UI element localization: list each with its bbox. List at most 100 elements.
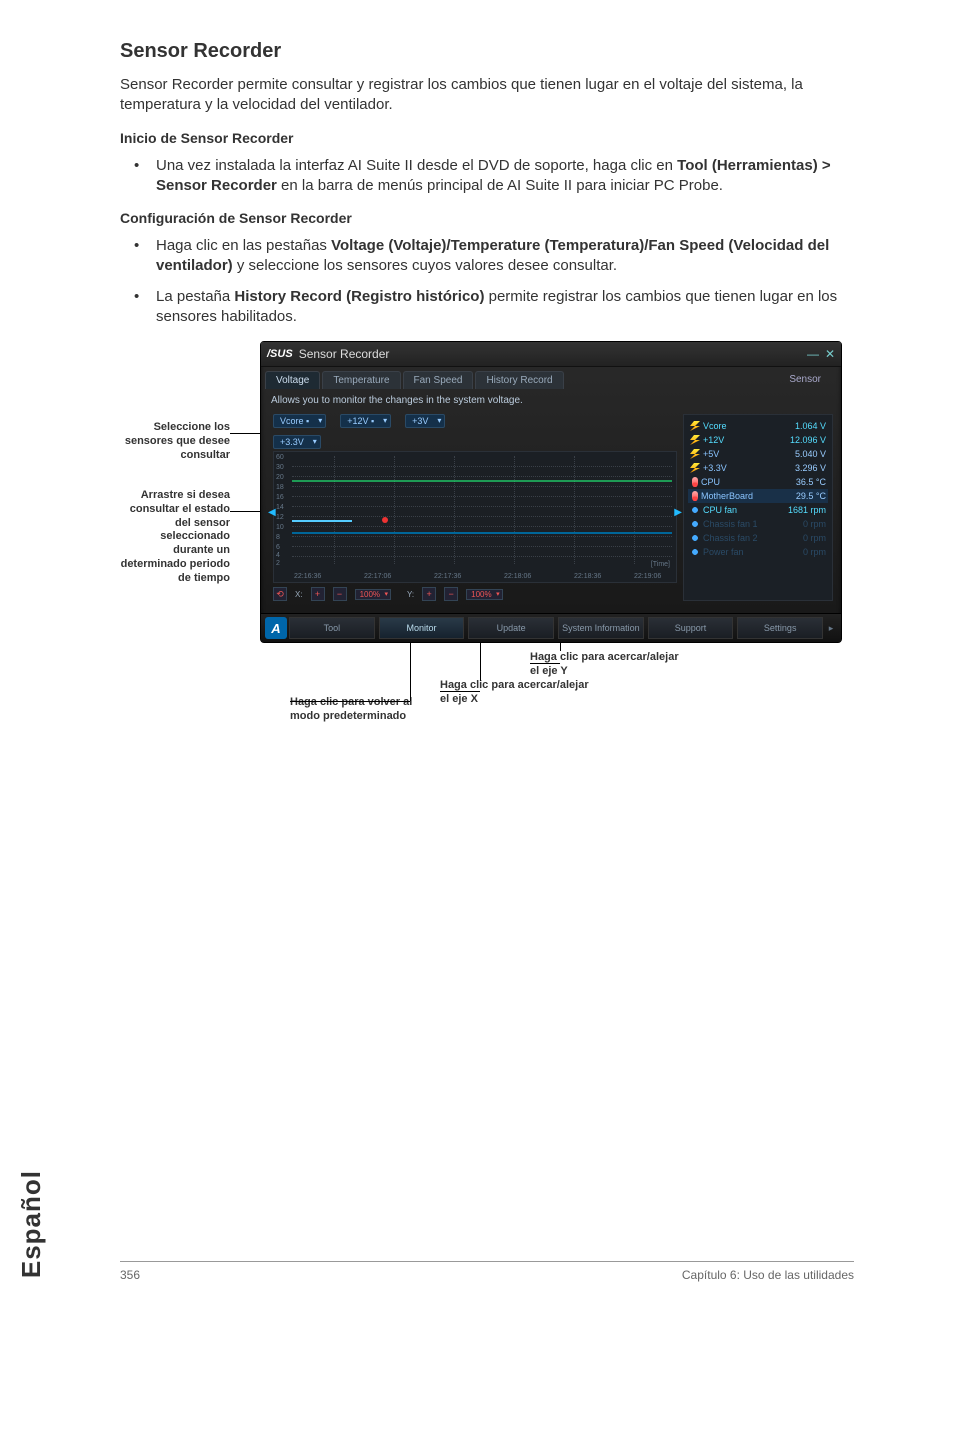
subhead-config: Configuración de Sensor Recorder — [120, 210, 854, 226]
callout-zoom-y: Haga clic para acercar/alejar el eje Y — [530, 651, 690, 679]
y-tick: 14 — [276, 504, 284, 511]
chart-series-line — [292, 532, 672, 534]
toolbar-monitor-button[interactable]: Monitor — [379, 617, 465, 639]
sensor-row[interactable]: +3.3V3.296 V — [688, 461, 828, 475]
sensor-value: 29.5 °C — [796, 491, 826, 501]
sensor-list: Vcore1.064 V+12V12.096 V+5V5.040 V+3.3V3… — [683, 414, 833, 601]
bullet-b-bold: History Record (Registro histórico) — [234, 288, 484, 305]
callout-select-sensors: Seleccione los sensores que desee consul… — [120, 421, 230, 462]
sensor-row[interactable]: CPU36.5 °C — [688, 475, 828, 489]
sensor-panel-label: Sensor — [789, 374, 821, 385]
chart-scroll-left-icon[interactable]: ◀ — [268, 507, 276, 518]
fan-icon — [690, 547, 700, 557]
brand-logo: /SUS — [267, 348, 293, 360]
close-button[interactable]: ✕ — [825, 347, 835, 361]
chapter-label: Capítulo 6: Uso de las utilidades — [682, 1268, 854, 1282]
x-tick: 22:17:36 — [434, 573, 461, 580]
sensor-value: 1.064 V — [795, 421, 826, 431]
y-tick: 8 — [276, 534, 280, 541]
sensor-name: Power fan — [703, 547, 803, 557]
zoom-y-select[interactable]: 100% — [466, 589, 502, 600]
chart-area: Vcore ▪ +12V ▪ +3V +3.3V ◀ ▶ 60 30 20 18… — [267, 410, 683, 605]
sensor-dropdown-33v[interactable]: +3.3V — [273, 435, 321, 449]
zoom-x-in-button[interactable]: + — [311, 587, 325, 601]
tab-fanspeed[interactable]: Fan Speed — [403, 371, 474, 389]
window-title: Sensor Recorder — [299, 347, 390, 361]
sensor-row[interactable]: MotherBoard29.5 °C — [688, 489, 828, 503]
suite-logo-icon[interactable]: A — [265, 617, 287, 639]
sensor-dropdown-3v[interactable]: +3V — [405, 414, 445, 428]
sensor-name: Chassis fan 2 — [703, 533, 803, 543]
tab-description: Allows you to monitor the changes in the… — [261, 389, 841, 410]
zoom-x-out-button[interactable]: − — [333, 587, 347, 601]
chart-series-line — [292, 520, 352, 522]
y-tick: 10 — [276, 524, 284, 531]
sensor-row[interactable]: Chassis fan 10 rpm — [688, 517, 828, 531]
language-label: Español — [16, 1170, 47, 1278]
sensor-row[interactable]: Power fan0 rpm — [688, 545, 828, 559]
bolt-icon — [690, 435, 700, 445]
line-chart[interactable]: ◀ ▶ 60 30 20 18 16 14 12 10 8 6 4 — [273, 451, 677, 583]
y-tick: 18 — [276, 484, 284, 491]
sensor-value: 0 rpm — [803, 519, 826, 529]
minimize-button[interactable]: — — [807, 347, 819, 361]
tab-temperature[interactable]: Temperature — [322, 371, 400, 389]
y-tick: 4 — [276, 552, 280, 559]
sensor-name: +5V — [703, 449, 795, 459]
time-axis-label: [Time] — [651, 561, 670, 568]
sensor-row[interactable]: CPU fan1681 rpm — [688, 503, 828, 517]
y-tick: 60 — [276, 454, 284, 461]
bullet-config-b: La pestaña History Record (Registro hist… — [120, 287, 854, 328]
x-tick: 22:16:36 — [294, 573, 321, 580]
sensor-value: 3.296 V — [795, 463, 826, 473]
toolbar-sysinfo-button[interactable]: System Information — [558, 617, 644, 639]
language-side-tab: Español — [16, 1170, 47, 1278]
sensor-name: CPU fan — [703, 505, 788, 515]
sensor-row[interactable]: +5V5.040 V — [688, 447, 828, 461]
sensor-dropdown-vcore[interactable]: Vcore ▪ — [273, 414, 326, 428]
sensor-value: 5.040 V — [795, 449, 826, 459]
bullet-b-pre: La pestaña — [156, 288, 234, 305]
page-number: 356 — [120, 1268, 140, 1282]
sensor-value: 12.096 V — [790, 435, 826, 445]
bullet-a-pre: Haga clic en las pestañas — [156, 237, 331, 254]
sensor-row[interactable]: +12V12.096 V — [688, 433, 828, 447]
page-footer: 356 Capítulo 6: Uso de las utilidades — [0, 1261, 954, 1306]
y-tick: 30 — [276, 464, 284, 471]
x-tick: 22:18:06 — [504, 573, 531, 580]
reset-zoom-button[interactable]: ⟲ — [273, 587, 287, 601]
sensor-value: 1681 rpm — [788, 505, 826, 515]
sensor-name: CPU — [701, 477, 796, 487]
zoom-y-out-button[interactable]: − — [444, 587, 458, 601]
tab-voltage[interactable]: Voltage — [265, 371, 320, 389]
sensor-value: 0 rpm — [803, 547, 826, 557]
toolbar-next-icon[interactable]: ▸ — [825, 623, 837, 634]
toolbar-support-button[interactable]: Support — [648, 617, 734, 639]
tab-history[interactable]: History Record — [475, 371, 563, 389]
connector-line — [440, 691, 480, 692]
subhead-start: Inicio de Sensor Recorder — [120, 130, 854, 146]
sensor-value: 36.5 °C — [796, 477, 826, 487]
temp-icon — [692, 491, 698, 501]
y-tick: 6 — [276, 544, 280, 551]
sensor-row[interactable]: Chassis fan 20 rpm — [688, 531, 828, 545]
intro-text: Sensor Recorder permite consultar y regi… — [120, 75, 854, 116]
y-tick: 2 — [276, 560, 280, 567]
sensor-dropdown-12v[interactable]: +12V ▪ — [340, 414, 391, 428]
zoom-x-select[interactable]: 100% — [355, 589, 391, 600]
bolt-icon — [690, 421, 700, 431]
bullet-config-a: Haga clic en las pestañas Voltage (Volta… — [120, 236, 854, 277]
sensor-name: +3.3V — [703, 463, 795, 473]
sensor-name: +12V — [703, 435, 790, 445]
toolbar-settings-button[interactable]: Settings — [737, 617, 823, 639]
fan-icon — [690, 519, 700, 529]
zoom-y-in-button[interactable]: + — [422, 587, 436, 601]
toolbar-update-button[interactable]: Update — [468, 617, 554, 639]
chart-scroll-right-icon[interactable]: ▶ — [674, 507, 682, 518]
toolbar-tool-button[interactable]: Tool — [289, 617, 375, 639]
bolt-icon — [690, 449, 700, 459]
sensor-row[interactable]: Vcore1.064 V — [688, 419, 828, 433]
section-title: Sensor Recorder — [120, 40, 854, 63]
x-tick: 22:17:06 — [364, 573, 391, 580]
x-tick: 22:19:06 — [634, 573, 661, 580]
